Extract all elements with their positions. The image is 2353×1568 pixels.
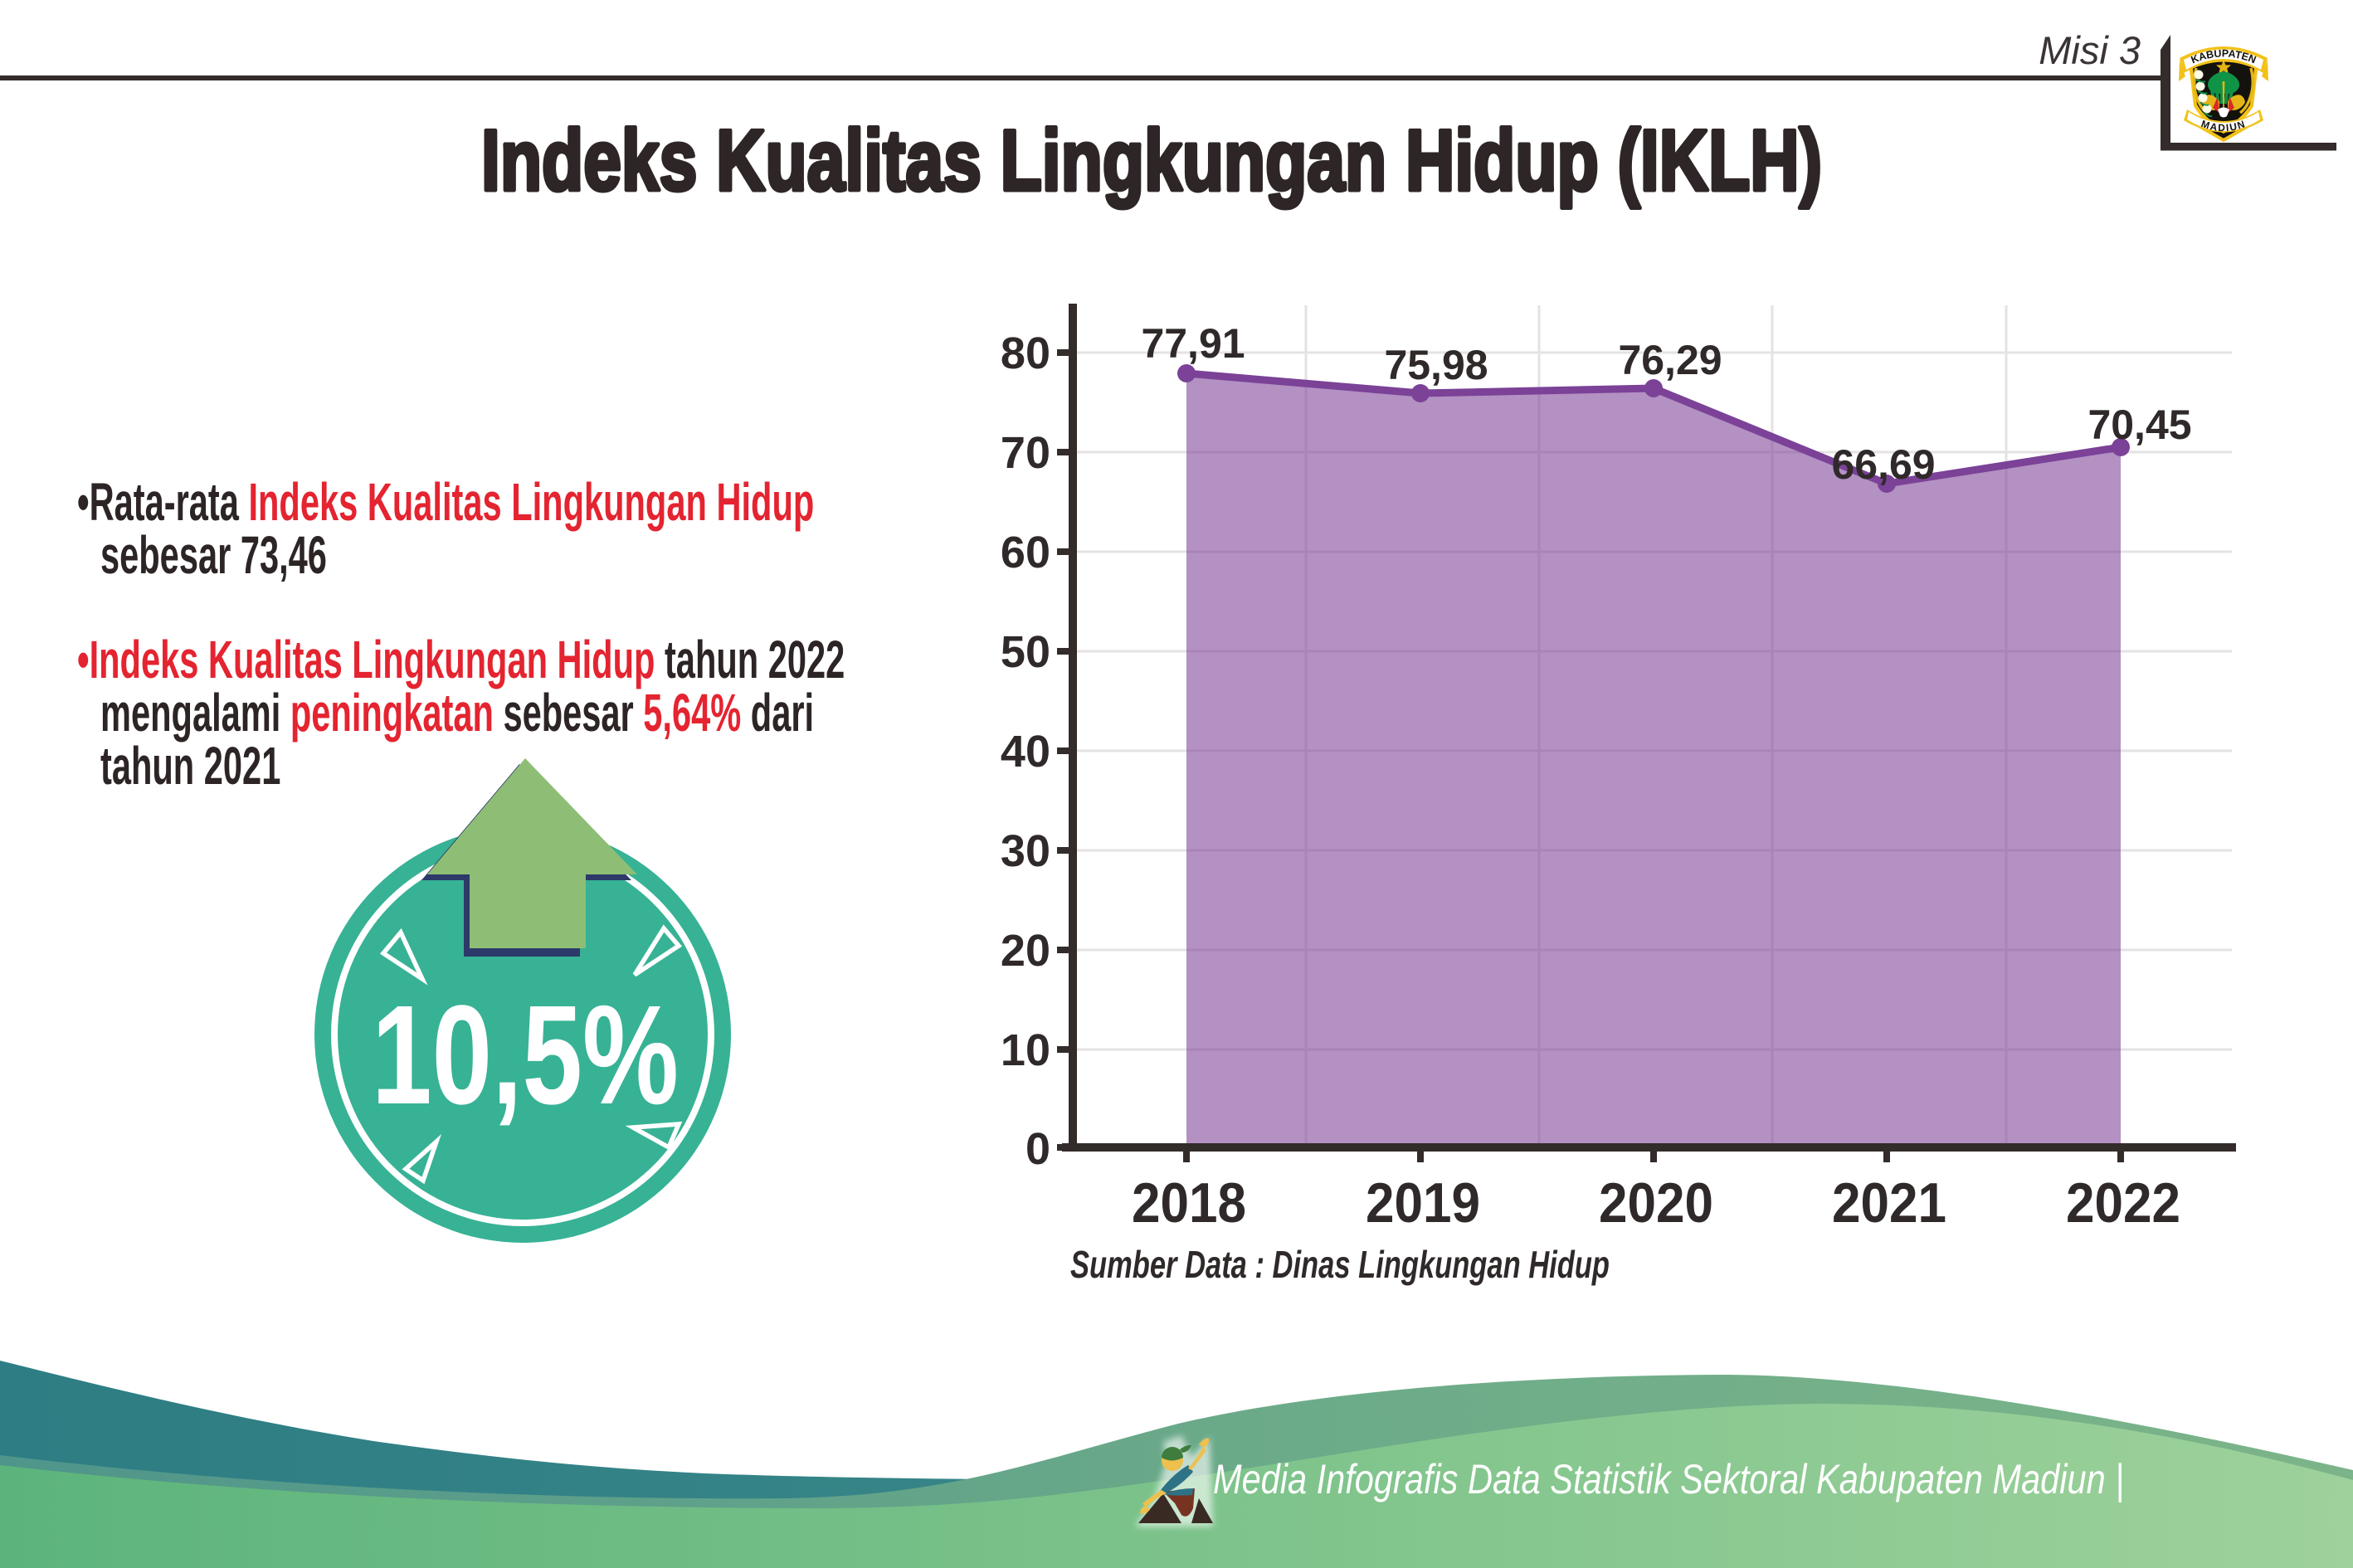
svg-text:66,69: 66,69: [1831, 441, 1935, 488]
svg-text:2022: 2022: [2066, 1171, 2180, 1234]
svg-text:70,45: 70,45: [2087, 402, 2191, 448]
svg-text:30: 30: [1001, 826, 1050, 876]
svg-text:20: 20: [1001, 926, 1050, 976]
svg-text:70: 70: [1001, 428, 1050, 478]
svg-text:2018: 2018: [1132, 1171, 1246, 1234]
svg-text:2019: 2019: [1366, 1171, 1480, 1234]
svg-text:77,91: 77,91: [1141, 320, 1245, 367]
svg-text:2020: 2020: [1599, 1171, 1713, 1234]
svg-text:76,29: 76,29: [1618, 337, 1722, 383]
svg-text:80: 80: [1001, 329, 1050, 378]
svg-text:Misi 3: Misi 3: [2039, 28, 2141, 72]
svg-text:2021: 2021: [1832, 1171, 1946, 1234]
svg-text:Media Infografis Data Statisti: Media Infografis Data Statistik Sektoral…: [1213, 1456, 2124, 1503]
svg-text:50: 50: [1001, 627, 1050, 677]
svg-text:75,98: 75,98: [1384, 342, 1488, 388]
svg-text:10,5%: 10,5%: [372, 976, 679, 1134]
svg-text:Sumber Data : Dinas Lingkungan: Sumber Data : Dinas Lingkungan Hidup: [1070, 1243, 1610, 1286]
svg-text:60: 60: [1001, 528, 1050, 577]
svg-text:KABUPATEN: KABUPATEN: [2190, 47, 2258, 66]
svg-text:0: 0: [1025, 1124, 1050, 1174]
svg-text:MADIUN: MADIUN: [2200, 118, 2248, 134]
svg-text:10: 10: [1001, 1025, 1050, 1075]
svg-text:Indeks Kualitas Lingkungan Hid: Indeks Kualitas Lingkungan Hidup (IKLH): [481, 113, 1822, 209]
svg-text:40: 40: [1001, 727, 1050, 777]
